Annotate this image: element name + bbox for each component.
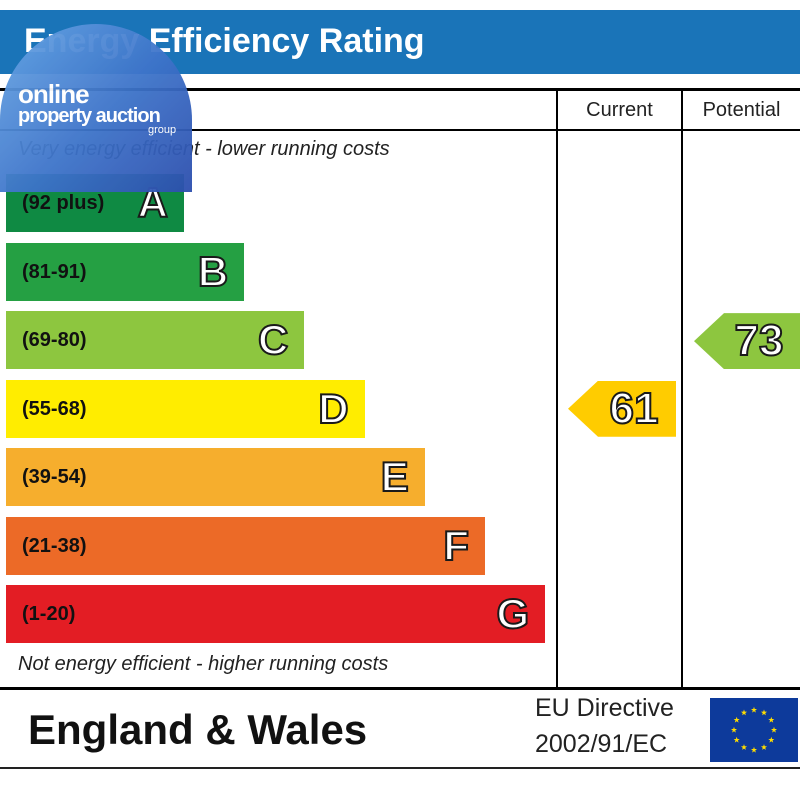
band-range-label: (21-38) bbox=[22, 534, 87, 557]
column-header-potential: Potential bbox=[702, 99, 781, 121]
column-header-current: Current bbox=[586, 99, 653, 121]
eu-directive-label: EU Directive bbox=[535, 694, 674, 722]
band-d: (55-68) D bbox=[6, 379, 365, 438]
eu-star-icon bbox=[730, 726, 738, 733]
eu-star-icon bbox=[760, 744, 768, 750]
band-letter: D bbox=[317, 384, 349, 433]
band-letter: F bbox=[442, 521, 470, 570]
footer-divider bbox=[0, 767, 800, 769]
eu-star-icon bbox=[750, 706, 758, 713]
band-f: (21-38) F bbox=[6, 516, 485, 575]
eu-flag-icon bbox=[710, 698, 798, 762]
eu-star-icon bbox=[733, 716, 740, 723]
eu-star-icon bbox=[740, 744, 748, 750]
band-letter: B bbox=[197, 247, 229, 296]
logo-text-group: group bbox=[148, 124, 177, 136]
rating-table bbox=[0, 88, 800, 690]
eu-star-icon bbox=[733, 736, 740, 743]
eu-stars-icon bbox=[730, 706, 778, 753]
band-range-label: (81-91) bbox=[22, 260, 87, 283]
band-range-label: (39-54) bbox=[22, 466, 87, 488]
band-range-label: (55-68) bbox=[22, 397, 87, 420]
column-divider-potential bbox=[681, 88, 683, 690]
logo-text-online: online bbox=[18, 79, 90, 109]
potential-rating-value: 73 bbox=[734, 315, 785, 366]
region-label: England & Wales bbox=[28, 706, 368, 753]
logo-text-property-auction: property auction bbox=[18, 105, 161, 127]
column-divider-current bbox=[556, 88, 558, 690]
current-rating-value: 61 bbox=[609, 383, 660, 434]
band-b: (81-91) B bbox=[6, 242, 245, 301]
band-letter: C bbox=[257, 315, 289, 364]
eu-star-icon bbox=[750, 746, 758, 753]
band-letter: E bbox=[380, 452, 410, 501]
eu-directive-number: 2002/91/EC bbox=[535, 730, 668, 758]
caption-bottom: Not energy efficient - higher running co… bbox=[18, 653, 389, 675]
eu-star-icon bbox=[768, 736, 775, 743]
band-range-label: (92 plus) bbox=[22, 192, 105, 214]
band-g: (1-20) G bbox=[6, 585, 546, 643]
eu-star-icon bbox=[770, 726, 778, 733]
band-e: (39-54) E bbox=[6, 448, 425, 506]
band-letter: G bbox=[496, 589, 531, 638]
header-divider bbox=[0, 129, 800, 131]
eu-star-icon bbox=[768, 716, 775, 723]
band-c: (69-80) C bbox=[6, 311, 305, 369]
eu-star-icon bbox=[760, 709, 768, 716]
company-logo: online property auction group bbox=[0, 24, 192, 192]
eu-star-icon bbox=[740, 709, 748, 716]
band-range-label: (1-20) bbox=[22, 603, 76, 625]
band-range-label: (69-80) bbox=[22, 329, 87, 351]
